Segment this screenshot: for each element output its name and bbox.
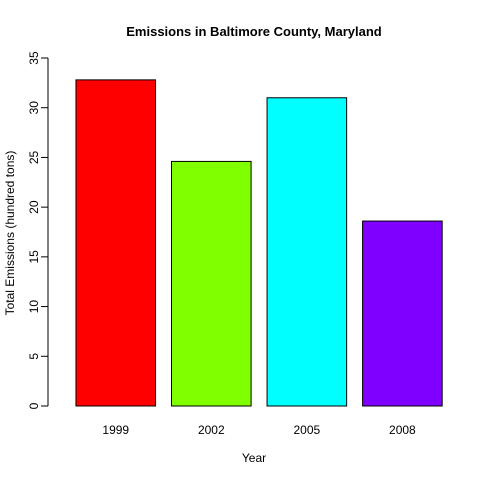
bar-2005	[266, 97, 348, 407]
y-axis: 0 5 10 15 20 25 30 35	[27, 51, 49, 409]
y-tick-label-10: 10	[27, 300, 41, 314]
y-tick-label-35: 35	[27, 51, 41, 65]
x-tick-label-2008: 2008	[389, 423, 416, 437]
bars-group	[75, 79, 443, 407]
y-tick-label-20: 20	[27, 200, 41, 214]
y-tick-label-25: 25	[27, 150, 41, 164]
y-tick-label-15: 15	[27, 250, 41, 264]
y-tick-label-30: 30	[27, 101, 41, 115]
bar-2002	[171, 160, 252, 407]
y-axis-label: Total Emissions (hundred tons)	[3, 151, 17, 316]
x-axis-label: Year	[242, 451, 266, 465]
x-tick-label-2005: 2005	[293, 423, 320, 437]
x-tick-labels: 1999 2002 2005 2008	[102, 423, 416, 437]
y-tick-label-0: 0	[27, 402, 41, 409]
chart-title: Emissions in Baltimore County, Maryland	[126, 24, 382, 39]
bar-1999	[75, 79, 157, 407]
bar-2008	[362, 220, 443, 407]
x-tick-label-2002: 2002	[198, 423, 225, 437]
x-tick-label-1999: 1999	[102, 423, 129, 437]
y-tick-label-5: 5	[27, 353, 41, 360]
